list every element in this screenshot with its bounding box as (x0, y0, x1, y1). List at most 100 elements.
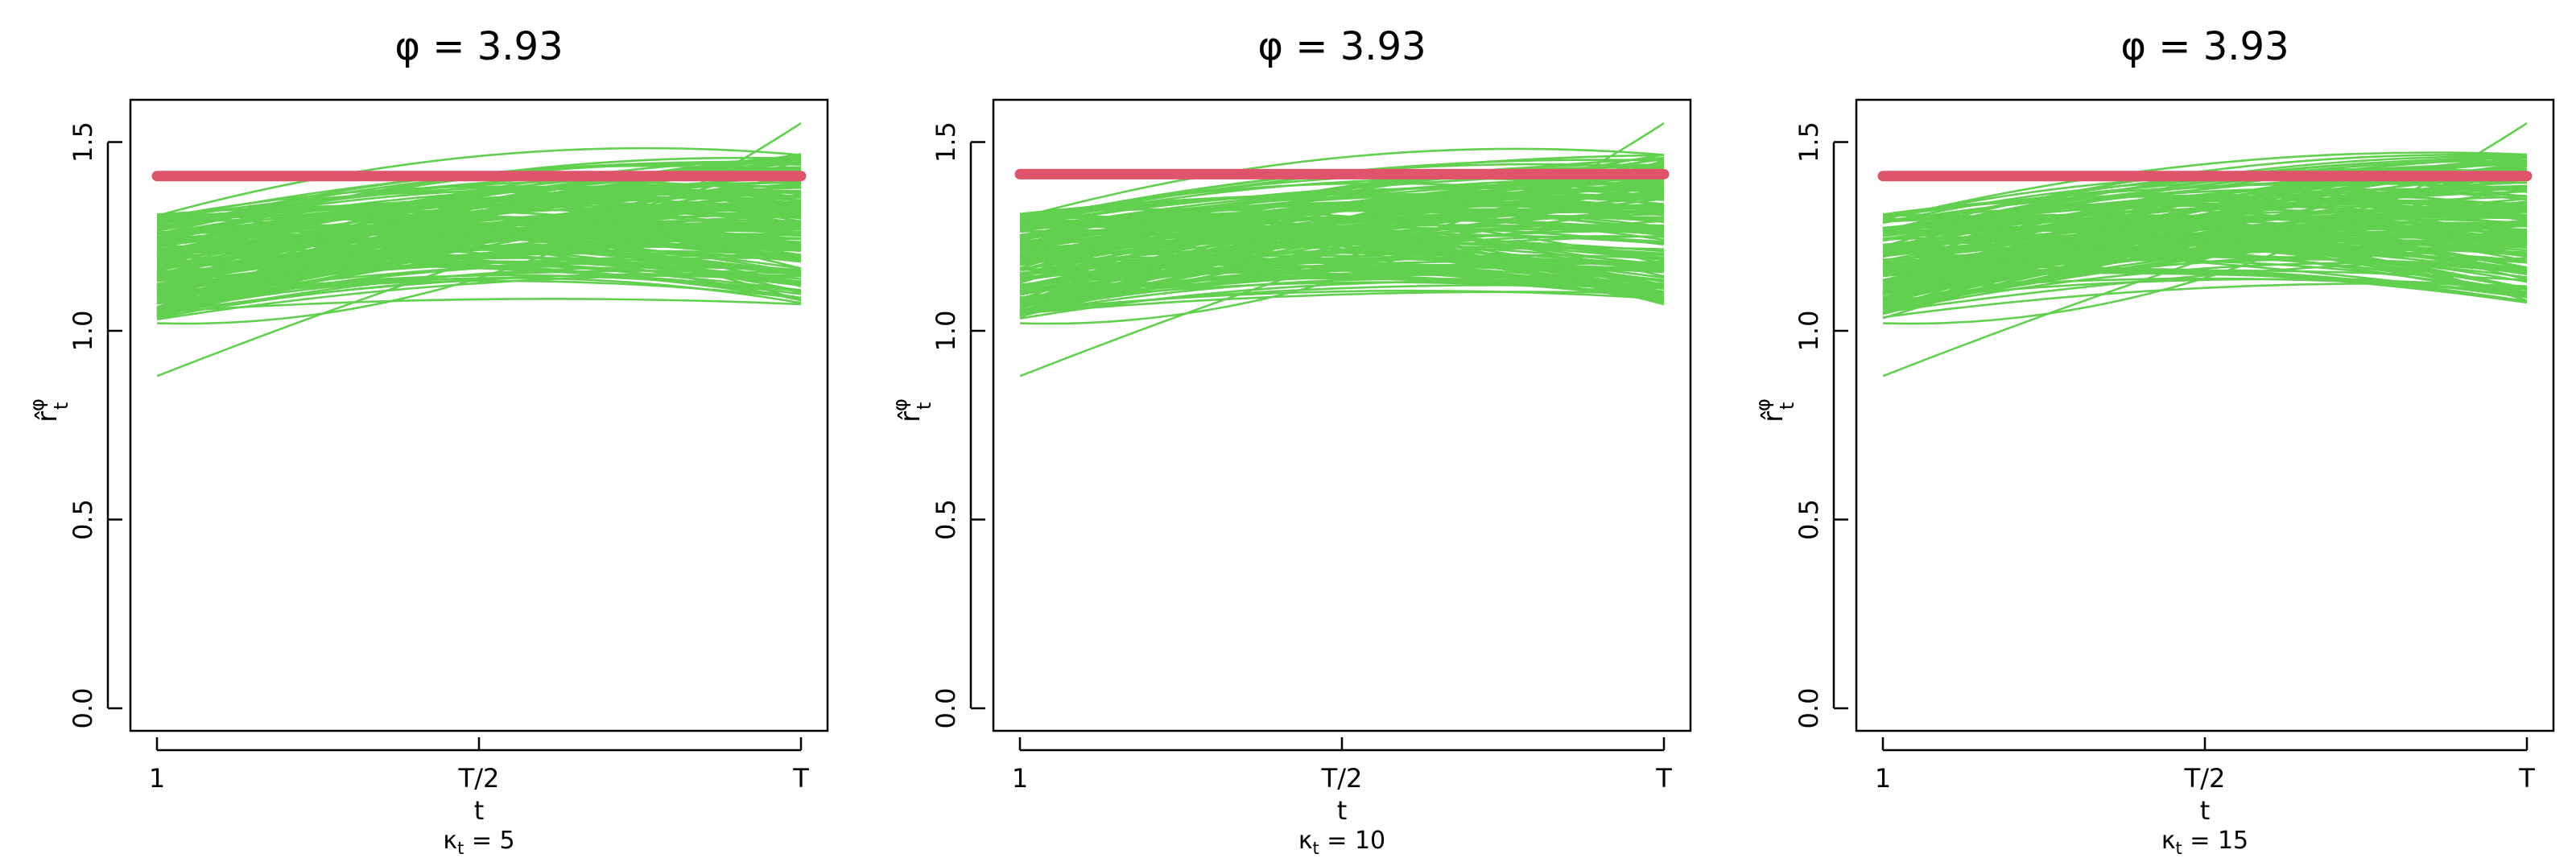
panel-title: φ = 3.93 (2120, 24, 2289, 69)
caption-subscript: t (457, 839, 464, 858)
series-line (1019, 237, 1665, 253)
y-axis-label: r̂φt (26, 398, 72, 423)
x-axis-label: t (474, 795, 485, 826)
series-line (1882, 245, 2528, 295)
caption-symbol: κ (443, 827, 457, 855)
series-line (1019, 280, 1665, 320)
y-axis: 0.0 0.5 1.0 1.5 (931, 122, 985, 728)
x-tick-label: T/2 (1321, 763, 1363, 794)
series-line (1019, 189, 1665, 296)
series-line (156, 217, 802, 236)
y-axis: 0.0 0.5 1.0 1.5 (1794, 122, 1848, 728)
series-line (156, 190, 802, 223)
series-line (1882, 239, 2528, 271)
x-axis: 1 T/2 T (149, 737, 809, 794)
series-line (1882, 206, 2528, 283)
y-label-subscript: t (913, 402, 935, 410)
caption-value: = 15 (2182, 827, 2248, 855)
series-line (1019, 239, 1665, 283)
x-tick-label: T/2 (458, 763, 500, 794)
x-tick-label: T (2518, 763, 2535, 794)
series-line (1882, 269, 2528, 304)
y-axis-label: r̂φt (889, 398, 935, 423)
panel-title: φ = 3.93 (1257, 24, 1426, 69)
y-tick-label: 1.5 (1794, 122, 1824, 163)
x-tick-label: 1 (149, 763, 165, 794)
y-label-main: r̂ (1757, 411, 1790, 423)
x-axis: 1 T/2 T (1875, 737, 2535, 794)
caption-value: = 10 (1319, 827, 1385, 855)
y-label-superscript: φ (1752, 398, 1774, 411)
series-line (1019, 216, 1665, 259)
series-line (1019, 156, 1665, 250)
series-line (156, 260, 802, 299)
series-line (1019, 187, 1665, 228)
series-line (1019, 147, 1665, 219)
series-line (156, 206, 802, 252)
y-tick-label: 1.5 (931, 122, 961, 163)
x-tick-label: 1 (1875, 763, 1891, 794)
series-group (1019, 122, 1665, 377)
series-line (1882, 257, 2528, 314)
series-line (156, 276, 802, 315)
y-label-subscript: t (50, 402, 72, 410)
x-axis-label: t (1337, 795, 1348, 826)
series-line (156, 237, 802, 318)
series-line (1019, 235, 1665, 292)
series-line (1019, 291, 1665, 315)
series-group (1882, 122, 2528, 377)
x-tick-label: T (1655, 763, 1672, 794)
panel-caption: κt = 10 (1298, 827, 1385, 858)
series-line (1882, 169, 2528, 251)
series-line (1019, 206, 1665, 314)
y-tick-label: 0.5 (1794, 499, 1824, 540)
series-line (1882, 151, 2528, 221)
panel-caption: κt = 5 (443, 827, 514, 858)
series-line (156, 244, 802, 291)
caption-value: = 5 (464, 827, 514, 855)
y-tick-label: 0.0 (1794, 688, 1824, 729)
series-line (1019, 289, 1665, 312)
plot-frame (992, 98, 1692, 732)
x-axis-label: t (2200, 795, 2211, 826)
panel-title: φ = 3.93 (394, 24, 563, 69)
y-tick-label: 1.0 (931, 311, 961, 352)
series-line (156, 146, 802, 217)
series-line (1019, 261, 1665, 303)
series-line (1882, 221, 2528, 311)
y-tick-label: 0.0 (931, 688, 961, 729)
series-line (1882, 242, 2528, 291)
y-tick-label: 0.0 (68, 688, 98, 729)
series-line (1882, 214, 2528, 232)
series-line (1882, 163, 2528, 268)
caption-subscript: t (2176, 839, 2182, 858)
series-line (1019, 195, 1665, 300)
series-line (156, 266, 802, 320)
y-axis-label: r̂φt (1752, 398, 1798, 423)
caption-subscript: t (1313, 839, 1319, 858)
y-tick-label: 0.5 (931, 499, 961, 540)
series-line (1019, 209, 1665, 232)
y-label-main: r̂ (31, 411, 64, 423)
y-tick-label: 1.0 (1794, 311, 1824, 352)
series-line (1019, 232, 1665, 304)
plot-frame (129, 98, 829, 732)
y-label-main: r̂ (894, 411, 927, 423)
series-line (156, 274, 802, 321)
y-label-superscript: φ (26, 398, 48, 411)
series-line (1882, 181, 2528, 312)
x-tick-label: 1 (1012, 763, 1028, 794)
series-line (156, 260, 802, 280)
series-line (1882, 204, 2528, 272)
series-group (156, 122, 802, 377)
series-line (1882, 190, 2528, 225)
y-label-subscript: t (1776, 402, 1798, 410)
caption-symbol: κ (1298, 827, 1313, 855)
series-line (1019, 166, 1665, 263)
series-line (1882, 218, 2528, 245)
series-line (1019, 192, 1665, 232)
x-tick-label: T/2 (2184, 763, 2226, 794)
